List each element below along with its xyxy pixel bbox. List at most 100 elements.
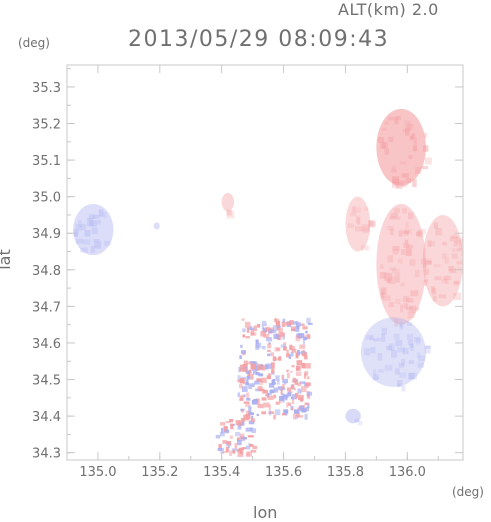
y-tick-label: 34.8: [32, 264, 61, 279]
echo-cell: [409, 136, 414, 141]
echo-cell: [245, 381, 249, 386]
echo-cell: [459, 244, 463, 250]
echo-cell: [267, 392, 272, 396]
echo-cell: [410, 290, 419, 297]
echo-cell: [423, 132, 427, 138]
echo-cell: [255, 372, 260, 376]
echo-cell: [453, 241, 458, 247]
echo-cell: [412, 145, 418, 152]
echo-cell: [431, 286, 436, 293]
echo-cell: [405, 248, 413, 256]
echo-cell: [407, 339, 414, 345]
echo-cell: [391, 181, 400, 188]
echo-cell: [75, 223, 82, 231]
echo-cell: [381, 333, 386, 342]
echo-cell: [291, 348, 297, 353]
echo-cell: [280, 389, 283, 395]
echo-cell: [401, 249, 406, 256]
echo-cell: [297, 415, 304, 418]
echo-cell: [381, 127, 387, 131]
echo-cell: [365, 334, 373, 340]
echo-cell: [395, 298, 401, 304]
y-tick: 35.2: [32, 118, 463, 133]
echo-cell: [260, 364, 263, 369]
echo-cell: [361, 224, 370, 232]
echo-cell: [231, 448, 237, 452]
echo-cell: [412, 132, 416, 139]
echo-cell: [395, 216, 401, 220]
echo-cell: [256, 378, 262, 382]
echo-cell: [265, 394, 268, 397]
echo-cell: [372, 376, 379, 381]
echo-cell: [76, 238, 84, 244]
echo-cell: [281, 413, 287, 416]
echo-cell: [404, 229, 412, 234]
echo-cell: [304, 363, 311, 369]
echo-cell: [403, 230, 409, 236]
echo-cell: [94, 241, 102, 249]
echo-cell: [303, 355, 308, 360]
y-tick-label: 34.4: [32, 410, 61, 425]
echo-blob: [153, 222, 160, 230]
echo-region: [360, 317, 431, 392]
echo-cell: [357, 217, 361, 225]
echo-cell: [417, 230, 423, 238]
echo-cell: [301, 323, 305, 326]
echo-cell: [419, 228, 427, 235]
echo-cell: [306, 391, 313, 396]
echo-cell: [278, 327, 283, 334]
echo-cell: [238, 447, 245, 451]
echo-cell: [248, 327, 255, 331]
echo-cell: [393, 333, 400, 340]
echo-cell: [220, 422, 226, 426]
echo-cell: [237, 379, 242, 383]
echo-cell: [304, 351, 308, 358]
echo-cell: [302, 339, 305, 345]
echo-cell: [362, 227, 370, 233]
echo-cell: [240, 433, 245, 440]
echo-cell: [248, 383, 253, 390]
echo-cell: [427, 240, 432, 247]
echo-cell: [260, 330, 266, 337]
echo-cell: [402, 129, 407, 133]
echo-cell: [262, 328, 267, 333]
echo-cell: [407, 212, 414, 220]
echo-cell: [354, 418, 360, 423]
echo-cell: [264, 364, 269, 370]
echo-cell: [272, 356, 277, 362]
echo-cell: [102, 211, 107, 218]
echo-cell: [406, 244, 414, 249]
x-tick-label: 135.0: [79, 465, 116, 480]
echo-cell: [248, 420, 255, 425]
echo-cell: [252, 370, 257, 375]
echo-cell: [250, 427, 254, 432]
echo-cell: [294, 392, 299, 399]
echo-cell: [377, 353, 383, 361]
echo-cell: [253, 398, 259, 402]
x-tick: 135.2: [141, 65, 178, 480]
y-tick-label: 35.2: [32, 118, 61, 133]
echo-cell: [239, 450, 243, 455]
echo-cell: [268, 328, 273, 334]
echo-blob: [73, 203, 114, 256]
echo-cell: [387, 226, 395, 231]
echo-cell: [442, 241, 447, 246]
echo-region: [221, 193, 235, 219]
echo-cell: [391, 350, 397, 358]
echo-cell: [370, 347, 376, 354]
echo-cell: [227, 445, 231, 448]
echo-cell: [449, 268, 457, 274]
echo-cell: [305, 382, 311, 386]
echo-cell: [461, 251, 463, 256]
echo-cell: [237, 451, 244, 457]
echo-cell: [382, 295, 391, 301]
echo-cell: [239, 368, 246, 372]
echo-cell: [222, 450, 229, 454]
echo-cell: [387, 255, 394, 263]
echo-cell: [261, 411, 266, 415]
echo-cell: [395, 277, 400, 283]
echo-cell: [377, 137, 385, 143]
x-tick-label: 135.6: [265, 465, 302, 480]
echo-cell: [261, 345, 266, 350]
echo-cell: [259, 388, 265, 392]
